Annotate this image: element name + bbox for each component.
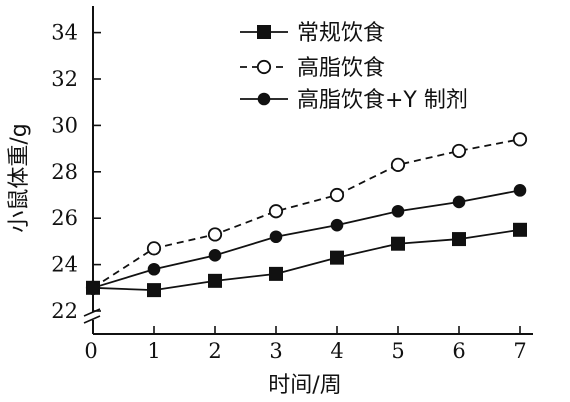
legend-label: 常规饮食 xyxy=(297,21,385,46)
y-tick-label: 26 xyxy=(51,206,78,230)
y-tick-label: 28 xyxy=(51,160,78,184)
legend-label: 高脂饮食+Y 制剂 xyxy=(297,88,468,113)
data-point xyxy=(269,266,283,281)
x-tick-label-0: 0 xyxy=(84,339,97,363)
data-point xyxy=(452,232,466,247)
y-tick-label: 24 xyxy=(51,253,78,277)
data-point xyxy=(391,236,405,251)
data-point xyxy=(208,249,222,262)
x-tick-label: 6 xyxy=(452,339,465,363)
y-tick-label: 30 xyxy=(51,113,78,137)
x-tick-label: 4 xyxy=(330,339,343,363)
data-point xyxy=(147,283,161,298)
y-tick-label: 22 xyxy=(51,299,78,323)
series-3 xyxy=(86,184,527,295)
legend-marker xyxy=(257,92,271,106)
data-point xyxy=(208,273,222,288)
data-point xyxy=(330,250,344,265)
series-line xyxy=(92,228,521,292)
y-tick-label: 32 xyxy=(51,67,78,91)
axis-break-mark-2 xyxy=(83,315,101,324)
y-tick-label: 34 xyxy=(51,21,78,45)
series-line xyxy=(92,138,521,289)
data-point xyxy=(390,157,406,172)
series-1 xyxy=(86,222,527,298)
x-tick-label: 7 xyxy=(513,339,526,363)
legend-marker xyxy=(257,25,271,39)
data-point xyxy=(451,143,467,159)
x-tick-label: 2 xyxy=(208,339,221,363)
axis-break-mark-1 xyxy=(83,308,101,317)
x-tick-label: 1 xyxy=(147,339,160,363)
data-point xyxy=(86,281,100,295)
data-point xyxy=(330,218,344,232)
x-tick-label: 5 xyxy=(391,339,404,363)
legend-item: 高脂饮食 xyxy=(240,56,385,81)
legend-marker xyxy=(256,59,272,75)
data-point xyxy=(452,195,466,209)
legend-item: 常规饮食 xyxy=(240,21,385,46)
x-ticks: 1 2 3 4 5 6 7 xyxy=(147,326,527,363)
series-line xyxy=(92,189,521,289)
data-point xyxy=(147,262,161,276)
data-point xyxy=(268,204,284,219)
legend-label: 高脂饮食 xyxy=(297,56,385,81)
data-point xyxy=(391,204,405,218)
data-point xyxy=(513,222,527,237)
data-point xyxy=(207,227,223,242)
axes: 0 xyxy=(83,6,533,363)
series-layer xyxy=(85,132,528,298)
y-ticks: 22 24 26 28 30 32 34 xyxy=(51,21,101,323)
y-axis-title: 小鼠体重/g xyxy=(7,123,32,232)
x-axis-title: 时间/周 xyxy=(268,373,341,398)
data-point xyxy=(269,230,283,244)
x-tick-label: 3 xyxy=(269,339,282,363)
data-point xyxy=(512,132,528,147)
legend-item: 高脂饮食+Y 制剂 xyxy=(240,88,468,113)
data-point xyxy=(329,187,345,203)
data-point xyxy=(146,241,162,256)
data-point xyxy=(513,184,527,197)
